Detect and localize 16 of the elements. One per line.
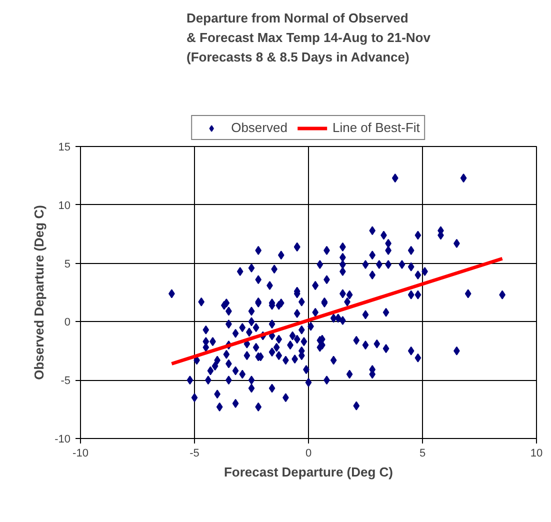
y-tick-label: 5 — [64, 258, 71, 270]
x-tick-label: -10 — [72, 448, 88, 460]
x-tick-label: 5 — [419, 448, 426, 460]
x-tick-label: 10 — [530, 448, 543, 460]
x-tick-label: -5 — [190, 448, 200, 460]
y-tick-label: 15 — [58, 142, 71, 154]
legend-label: Line of Best-Fit — [332, 120, 420, 135]
y-tick-label: 0 — [64, 316, 71, 329]
y-axis-title: Observed Departure (Deg C) — [32, 205, 47, 380]
chart-title: Departure from Normal of Observed & Forecast Max Temp 14-Aug to 21-Nov (Forecasts 8 & 8.5 Days in Advance) — [186, 10, 432, 64]
legend-label: Observed — [231, 120, 288, 135]
x-axis-title: Forecast Departure (Deg C) — [224, 464, 394, 480]
y-tick-label: -5 — [60, 375, 70, 388]
y-tick-label: -10 — [54, 434, 71, 446]
x-tick-label: 0 — [305, 448, 312, 460]
y-tick-label: 10 — [58, 200, 71, 212]
